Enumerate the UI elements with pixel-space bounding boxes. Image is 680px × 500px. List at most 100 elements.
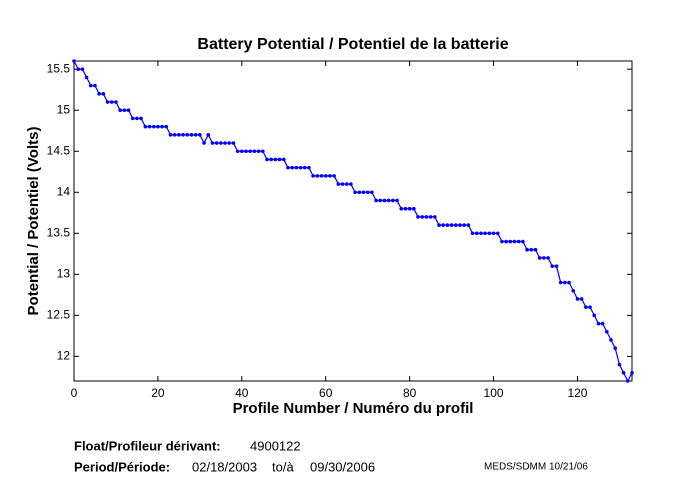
data-point — [181, 133, 185, 137]
data-point — [244, 149, 248, 154]
chart-title: Battery Potential / Potentiel de la batt… — [197, 36, 508, 53]
data-point — [311, 174, 315, 178]
data-point — [214, 141, 219, 145]
period-label: Period/Période: — [74, 459, 170, 474]
data-point — [231, 141, 236, 145]
x-tick-label: 80 — [403, 386, 417, 400]
data-point — [563, 280, 567, 285]
data-point — [269, 157, 273, 162]
data-point — [361, 190, 366, 195]
data-point — [500, 239, 504, 244]
data-point — [118, 108, 122, 113]
data-point — [605, 329, 609, 334]
data-point — [533, 247, 538, 252]
data-point — [420, 215, 425, 219]
data-point — [122, 108, 127, 113]
data-point — [185, 133, 190, 137]
data-point — [105, 100, 110, 104]
data-point — [256, 149, 261, 154]
data-point — [600, 321, 605, 326]
data-point — [344, 182, 349, 186]
data-point — [433, 215, 437, 219]
data-point — [252, 149, 257, 154]
data-point — [130, 116, 135, 121]
data-point — [458, 223, 462, 227]
data-point — [126, 108, 131, 113]
y-tick-label: 14 — [57, 184, 71, 198]
data-point — [474, 231, 479, 236]
data-point — [537, 256, 542, 260]
data-point — [323, 174, 328, 178]
data-point — [277, 157, 282, 162]
data-point — [416, 215, 420, 219]
data-point — [579, 297, 584, 301]
data-point — [227, 141, 232, 145]
data-point — [508, 239, 513, 244]
data-point — [487, 231, 492, 236]
data-point — [235, 149, 240, 154]
data-point — [575, 297, 580, 301]
data-point — [365, 190, 370, 195]
data-point — [403, 206, 408, 211]
data-point — [206, 133, 211, 137]
data-point — [378, 198, 383, 203]
data-point — [307, 165, 311, 170]
data-point — [626, 379, 630, 383]
data-point — [240, 149, 244, 154]
data-point — [168, 133, 173, 137]
data-point — [319, 174, 324, 178]
data-point — [156, 124, 160, 129]
data-point — [202, 141, 206, 145]
data-point — [428, 215, 433, 219]
data-point — [391, 198, 395, 203]
data-point — [210, 141, 215, 145]
data-point — [395, 198, 399, 203]
data-point — [512, 239, 517, 244]
data-point — [139, 116, 143, 121]
data-point — [449, 223, 454, 227]
data-point — [584, 305, 588, 309]
data-point — [198, 133, 202, 137]
data-point — [336, 182, 341, 186]
x-tick-label: 60 — [319, 386, 333, 400]
data-point — [340, 182, 345, 186]
data-point — [315, 174, 320, 178]
credit: MEDS/SDMM 10/21/06 — [484, 462, 588, 473]
data-point — [521, 239, 525, 244]
data-point — [143, 124, 148, 129]
data-point — [332, 174, 336, 178]
data-point — [567, 280, 571, 285]
data-point — [441, 223, 446, 227]
x-tick-label: 100 — [484, 386, 504, 400]
data-point — [80, 67, 85, 72]
data-point — [374, 198, 378, 203]
data-point — [286, 165, 290, 170]
data-point — [542, 256, 546, 260]
data-point — [424, 215, 429, 219]
x-tick-label: 40 — [235, 386, 249, 400]
data-point — [445, 223, 450, 227]
data-point — [596, 321, 601, 326]
data-point — [588, 305, 592, 309]
data-point — [189, 133, 194, 137]
data-point — [260, 149, 265, 154]
data-point — [294, 165, 299, 170]
y-tick-label: 12 — [57, 349, 71, 363]
data-point — [529, 247, 534, 252]
data-point — [407, 206, 412, 211]
data-point — [353, 190, 357, 195]
data-point — [462, 223, 466, 227]
data-point — [97, 92, 101, 96]
data-point — [495, 231, 500, 236]
data-point — [558, 280, 563, 285]
data-point — [491, 231, 496, 236]
x-tick-label: 20 — [151, 386, 165, 400]
data-point — [466, 223, 471, 227]
data-point — [609, 338, 613, 342]
data-point — [135, 116, 139, 121]
data-point — [516, 239, 521, 244]
x-axis-label: Profile Number / Numéro du profil — [233, 400, 474, 417]
data-point — [554, 264, 559, 268]
